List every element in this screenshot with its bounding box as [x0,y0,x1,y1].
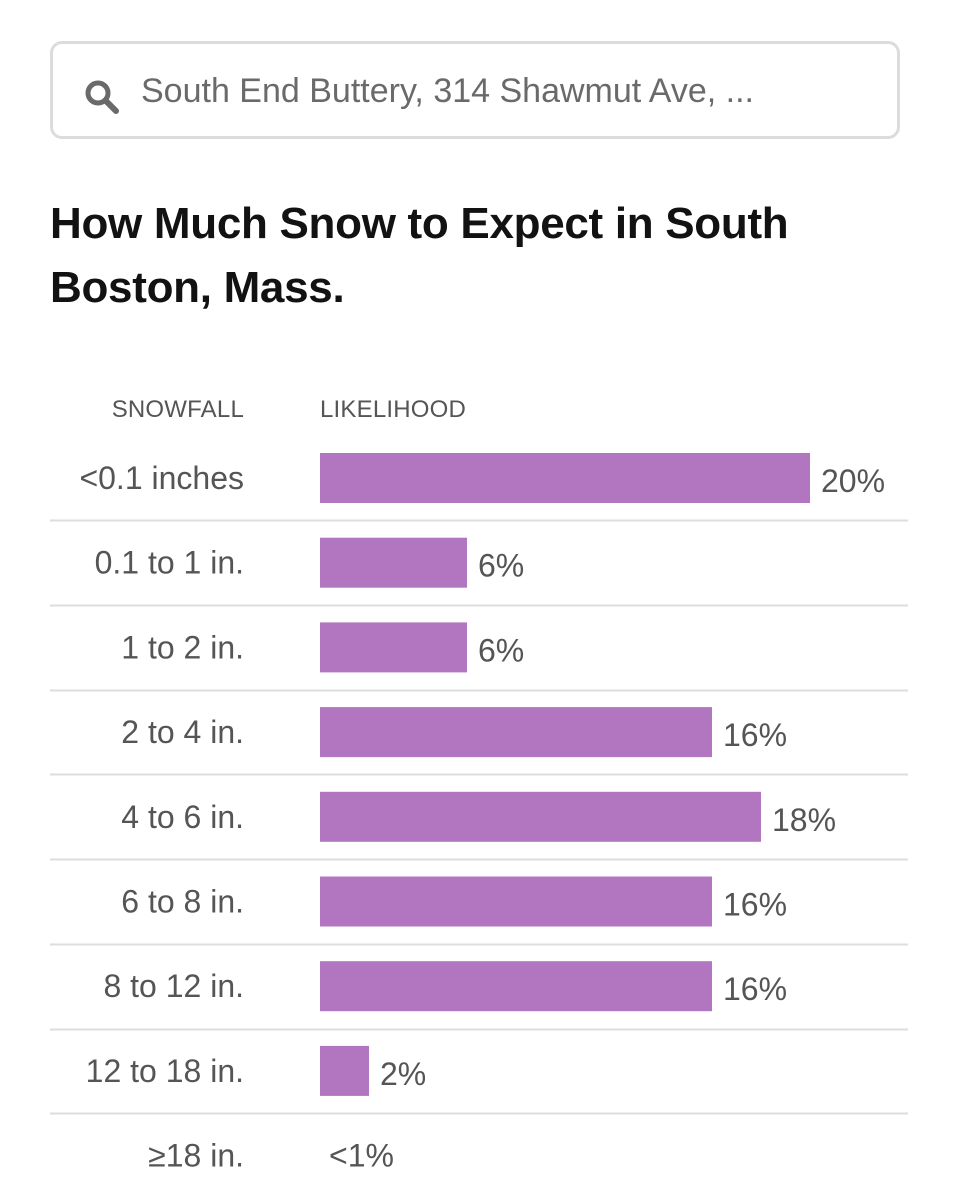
likelihood-value-label: 16% [723,971,787,1007]
likelihood-value-label: 20% [821,463,885,499]
snowfall-category-label: <0.1 inches [79,460,244,496]
likelihood-bar [320,707,712,758]
likelihood-bar [320,961,712,1012]
likelihood-bar [320,537,467,588]
likelihood-bar [320,1045,369,1096]
search-box[interactable] [50,41,900,139]
snowfall-category-label: 12 to 18 in. [86,1053,244,1089]
snowfall-category-label: 6 to 8 in. [121,884,244,920]
likelihood-bar [320,453,810,503]
snowfall-category-label: 1 to 2 in. [121,629,244,665]
likelihood-value-label: 6% [478,632,524,668]
likelihood-bar [320,876,712,927]
snowfall-category-label: 4 to 6 in. [121,799,244,835]
likelihood-value-label: 18% [772,802,836,838]
page-title: How Much Snow to Expect in South Boston,… [50,199,789,312]
search-icon [85,80,119,114]
likelihood-value-label: <1% [329,1138,394,1174]
likelihood-value-label: 16% [723,717,787,753]
snowfall-category-label: ≥18 in. [148,1138,244,1174]
snowfall-category-label: 0.1 to 1 in. [95,545,244,581]
snowfall-category-label: 2 to 4 in. [121,714,244,750]
likelihood-value-label: 6% [478,548,524,584]
likelihood-bar [320,622,467,673]
snowfall-column-header: SNOWFALL [111,396,244,423]
likelihood-bar [320,791,761,842]
likelihood-value-label: 16% [723,887,787,923]
likelihood-column-header: LIKELIHOOD [320,396,467,423]
likelihood-value-label: 2% [380,1056,426,1092]
snowfall-category-label: 8 to 12 in. [103,968,244,1004]
search-input[interactable] [141,66,881,116]
